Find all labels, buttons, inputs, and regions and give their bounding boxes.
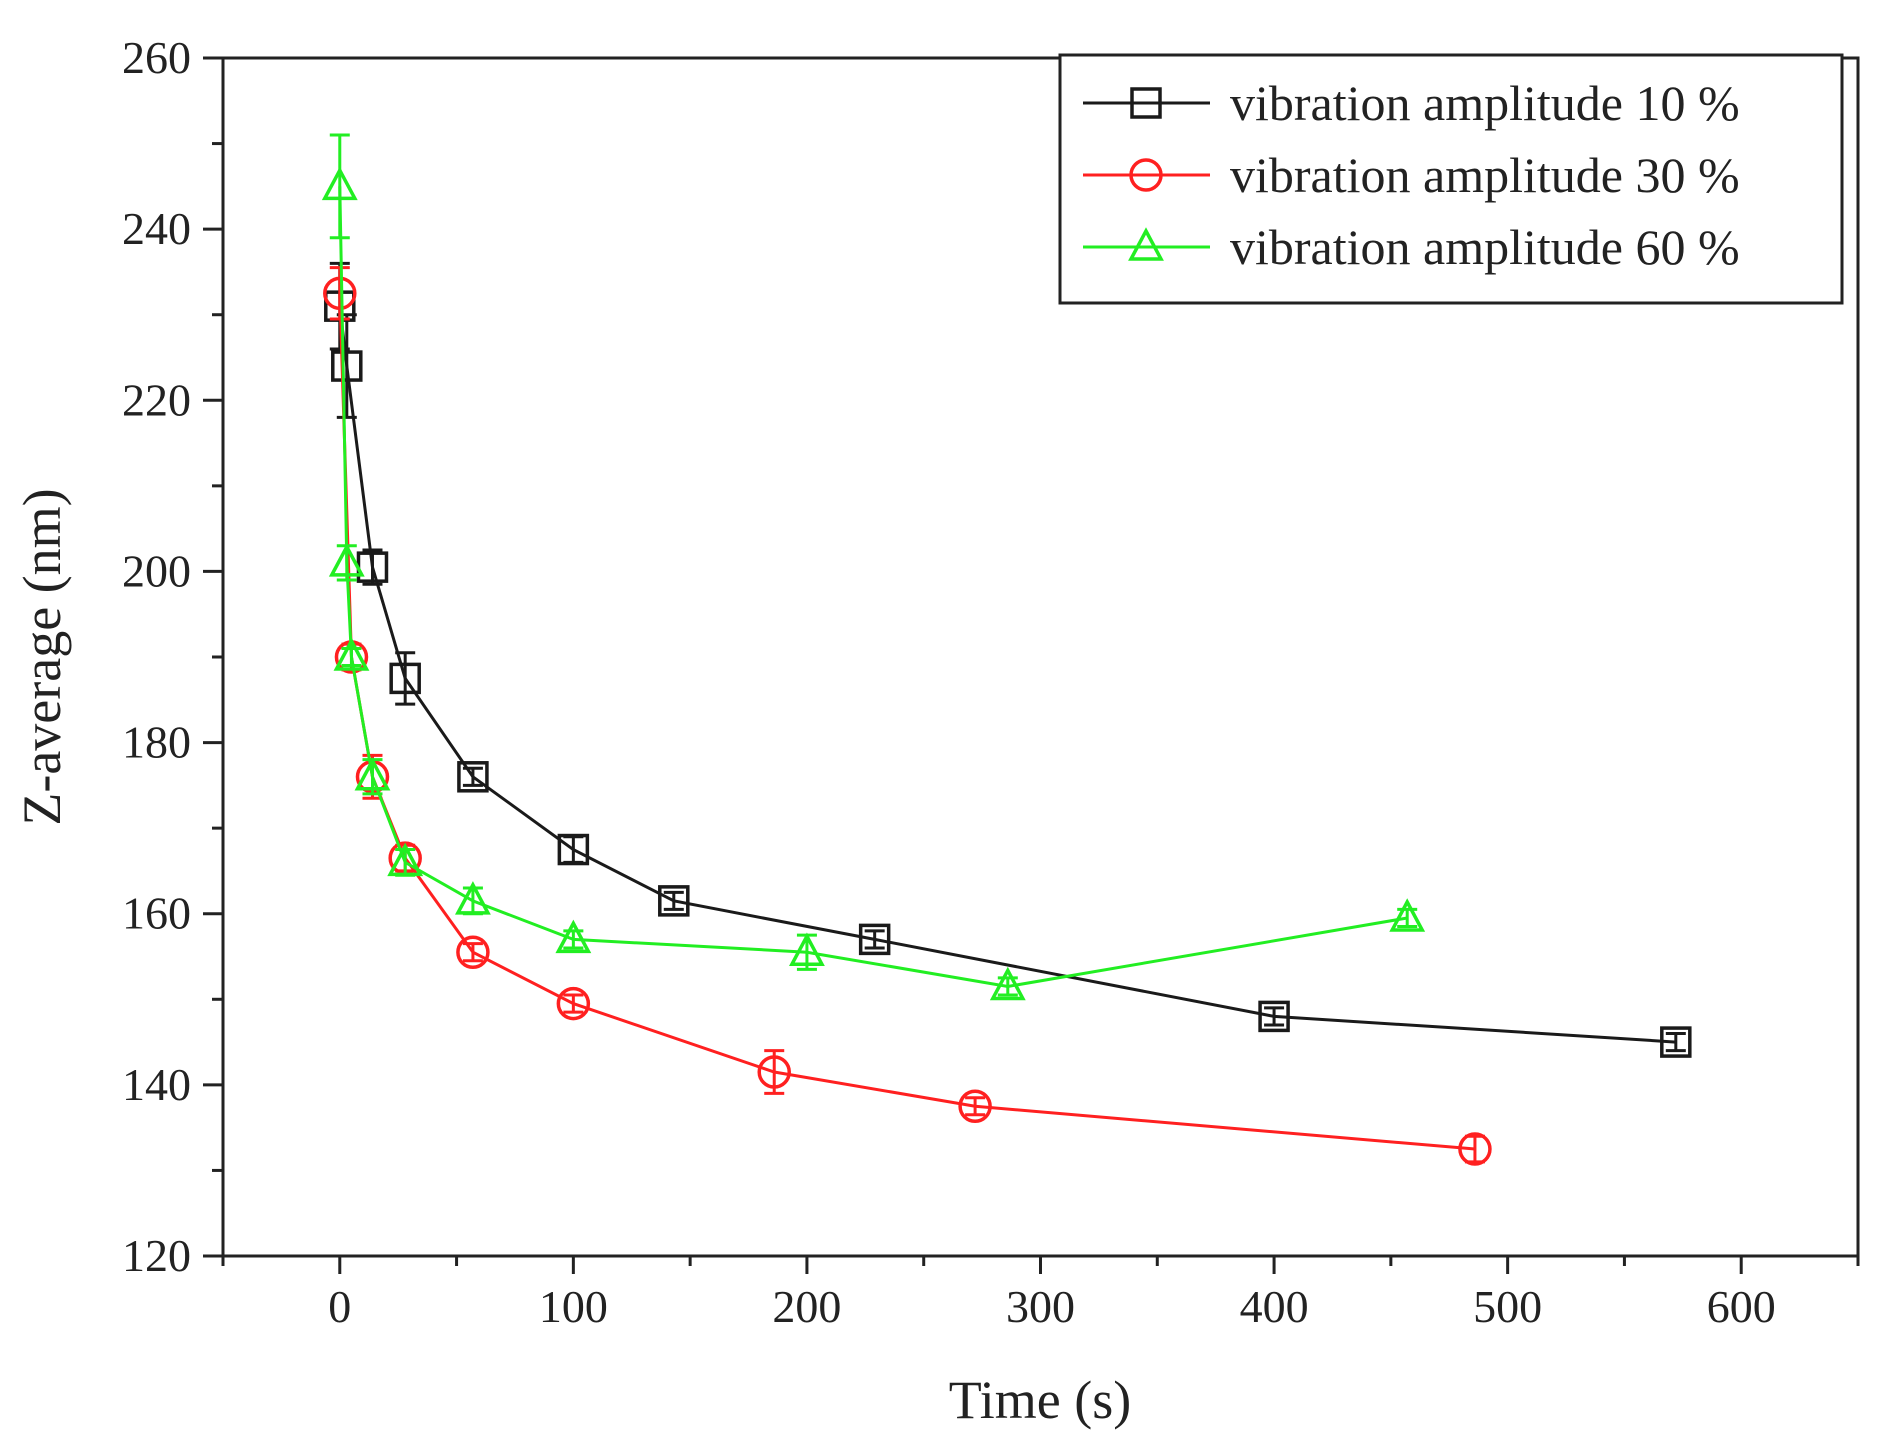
series-circle <box>323 266 1492 1166</box>
legend: vibration amplitude 10 % vibration amplit… <box>1058 53 1844 305</box>
x-tick-label: 600 <box>1707 1281 1776 1332</box>
y-tick-label: 200 <box>122 545 191 596</box>
axes-layer: 0 100 200 300 400 500 600 120 140 160 180 200 220 24… <box>12 32 1860 1430</box>
data-point <box>958 1089 992 1123</box>
data-point <box>555 919 592 954</box>
y-tick-label: 160 <box>122 888 191 939</box>
y-tick-label: 180 <box>122 717 191 768</box>
legend-items: vibration amplitude 10 % vibration amplit… <box>1083 75 1740 275</box>
data-point <box>354 757 391 791</box>
data-point <box>1258 1000 1290 1033</box>
data-point <box>1389 898 1426 932</box>
x-ticks: 0 100 200 300 400 500 600 <box>221 1256 1860 1332</box>
data-point <box>457 761 489 793</box>
x-tick-label: 400 <box>1240 1281 1309 1332</box>
series-layer <box>321 133 1692 1166</box>
data-point <box>1660 1026 1692 1058</box>
y-axis-title: Z-average (nm) <box>12 488 72 825</box>
series-line <box>338 305 1676 1044</box>
y-tick-label: 140 <box>122 1059 191 1110</box>
data-point <box>858 923 891 956</box>
x-tick-label: 500 <box>1473 1281 1542 1332</box>
data-point <box>556 986 591 1021</box>
data-point <box>328 543 365 577</box>
y-ticks: 120 140 160 180 200 220 240 260 <box>122 32 223 1281</box>
series-line <box>338 186 1408 988</box>
x-tick-label: 0 <box>328 1281 351 1332</box>
data-point <box>323 276 357 311</box>
legend-marker <box>1130 87 1162 119</box>
data-point <box>1458 1132 1492 1166</box>
data-point <box>658 885 690 917</box>
data-point <box>389 662 421 695</box>
y-tick-label: 240 <box>122 203 191 254</box>
x-tick-label: 100 <box>539 1281 608 1332</box>
series-triangle <box>321 133 1426 1001</box>
data-point <box>454 881 491 915</box>
data-point <box>331 350 363 382</box>
y-tick-label: 220 <box>122 374 191 425</box>
data-point <box>557 833 590 866</box>
data-point <box>789 932 825 966</box>
y-tick-label: 120 <box>122 1230 191 1281</box>
data-point <box>989 966 1026 1001</box>
legend-box <box>1058 53 1844 305</box>
x-tick-label: 300 <box>1006 1281 1075 1332</box>
data-point <box>757 1055 791 1089</box>
series-square <box>324 261 1692 1058</box>
data-point <box>333 637 370 671</box>
y-tick-label: 260 <box>122 32 191 83</box>
x-tick-label: 200 <box>772 1281 841 1332</box>
x-axis-title: Time (s) <box>949 1370 1132 1430</box>
legend-label: vibration amplitude 10 % <box>1230 75 1740 131</box>
legend-marker <box>1129 158 1163 192</box>
data-point <box>387 842 424 877</box>
series-line <box>338 293 1476 1151</box>
legend-marker <box>1128 227 1164 261</box>
data-point <box>321 166 358 201</box>
data-point <box>456 935 490 969</box>
legend-label: vibration amplitude 60 % <box>1230 219 1740 275</box>
legend-label: vibration amplitude 30 % <box>1230 147 1740 203</box>
